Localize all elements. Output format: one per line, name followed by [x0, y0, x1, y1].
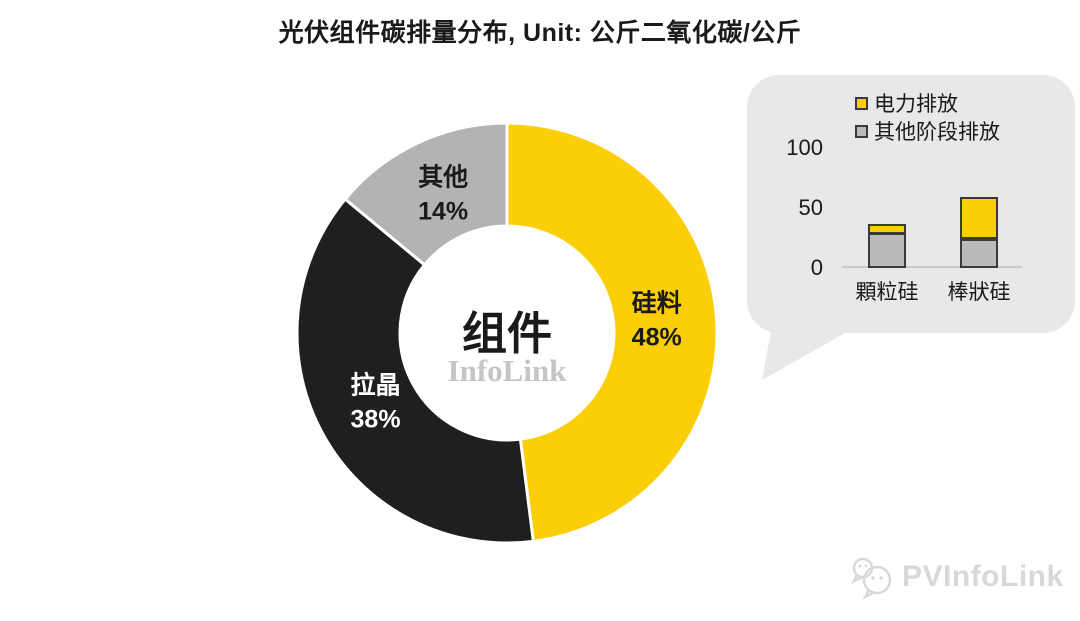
bar-chart-ytick-0: 0	[810, 255, 823, 280]
donut-center-label: 组件	[462, 308, 552, 359]
bar-segment-棒狀硅-其他阶段排放	[960, 239, 998, 268]
speech-bubble-callout: 电力排放 其他阶段排放 100 50 0 顆粒硅 棒狀硅	[747, 75, 1075, 333]
donut-slice-label-2: 其他 14%	[418, 162, 468, 225]
bar-chart-legend: 电力排放 其他阶段排放	[855, 89, 1000, 145]
legend-swatch-other-stages-icon	[855, 124, 868, 138]
chart-title: 光伏组件碳排量分布, Unit: 公斤二氧化碳/公斤	[278, 19, 802, 47]
donut-slice-0	[505, 121, 719, 543]
bar-chart-ytick-50: 50	[798, 195, 823, 220]
donut-slice-2	[343, 121, 509, 267]
donut-slice-label-1: 拉晶 38%	[351, 370, 401, 433]
donut-slice-1	[295, 197, 535, 545]
legend-label-other-stages: 其他阶段排放	[874, 121, 1000, 144]
footer-watermark-text: PVInfoLink	[902, 560, 1064, 593]
bar-segment-顆粒硅-电力排放	[868, 224, 906, 234]
legend-label-electricity: 电力排放	[874, 93, 958, 116]
footer-watermark: PVInfoLink	[850, 552, 1064, 602]
bar-chart-category-label-1: 棒狀硅	[947, 281, 1011, 304]
donut-slice-label-0: 硅料 48%	[632, 290, 682, 352]
bar-chart-baseline	[842, 266, 1022, 268]
legend-item-other-stages: 其他阶段排放	[855, 117, 1000, 145]
legend-item-electricity: 电力排放	[855, 89, 1000, 117]
bar-segment-顆粒硅-其他阶段排放	[868, 233, 906, 268]
speech-bubble-tail	[762, 326, 847, 380]
bar-chart-category-label-0: 顆粒硅	[855, 281, 919, 304]
legend-swatch-electricity-icon	[855, 96, 868, 110]
pvinfolink-chat-bubbles-icon	[851, 557, 892, 600]
bar-chart-ytick-100: 100	[786, 135, 823, 160]
bar-segment-棒狀硅-电力排放	[960, 197, 998, 239]
infolink-center-watermark: InfoLink	[448, 353, 568, 388]
